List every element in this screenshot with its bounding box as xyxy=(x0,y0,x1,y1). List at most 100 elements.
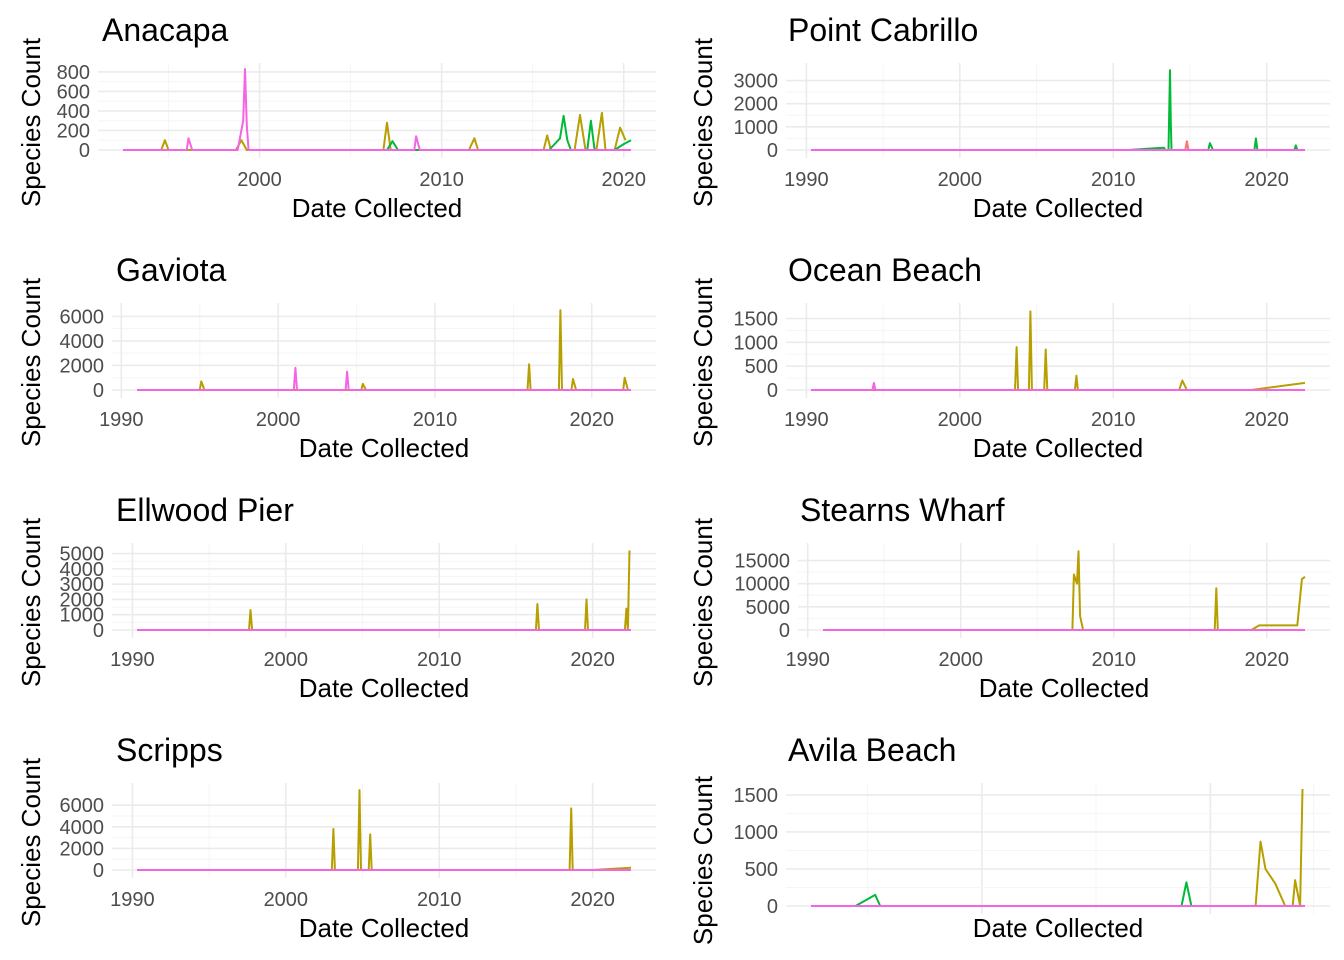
y-tick-label: 1000 xyxy=(60,605,105,627)
x-tick-label: 1990 xyxy=(110,889,155,911)
x-tick-label: 1990 xyxy=(99,409,144,431)
y-tick-label: 1500 xyxy=(734,309,779,331)
x-tick-label: 2000 xyxy=(938,409,983,431)
y-tick-label: 2000 xyxy=(60,589,105,611)
x-tick-label: 2010 xyxy=(1091,169,1136,191)
x-axis-label: Date Collected xyxy=(973,433,1144,463)
panel-title: Gaviota xyxy=(116,252,226,288)
x-tick-label: 2010 xyxy=(1091,649,1136,671)
y-axis-label: Species Count xyxy=(688,277,718,447)
x-tick-label: 2000 xyxy=(264,649,309,671)
y-tick-label: 500 xyxy=(745,356,778,378)
y-tick-label: 5000 xyxy=(746,597,791,619)
x-axis-label: Date Collected xyxy=(299,913,470,943)
series-line-3 xyxy=(123,68,631,151)
y-tick-label: 10000 xyxy=(734,574,790,596)
y-tick-label: 500 xyxy=(745,859,778,881)
x-tick-label: 2020 xyxy=(1244,169,1289,191)
y-axis-label: Species Count xyxy=(688,775,718,945)
y-tick-label: 15000 xyxy=(734,551,790,573)
x-axis-label: Date Collected xyxy=(292,193,463,223)
series-line-1 xyxy=(1221,788,1304,907)
x-tick-label: 2020 xyxy=(1244,409,1289,431)
y-tick-label: 4000 xyxy=(60,817,105,839)
x-axis-label: Date Collected xyxy=(299,433,470,463)
y-tick-label: 1000 xyxy=(734,822,779,844)
panel-title: Ocean Beach xyxy=(788,252,982,288)
y-tick-label: 3000 xyxy=(734,71,779,93)
y-tick-label: 1000 xyxy=(734,117,779,139)
y-tick-label: 0 xyxy=(779,620,790,642)
panel-title: Stearns Wharf xyxy=(800,492,1005,528)
panel-avila-beach: 0 500 1000 1500 Avila Beach Date Collected Spe… xyxy=(688,732,1330,945)
x-tick-label: 1990 xyxy=(784,169,829,191)
x-axis-label: Date Collected xyxy=(973,913,1144,943)
gridlines xyxy=(798,543,1330,638)
series-line-1 xyxy=(123,111,627,151)
y-tick-label: 400 xyxy=(57,101,90,123)
panel-title: Point Cabrillo xyxy=(788,12,978,48)
y-axis-label: Species Count xyxy=(16,757,46,927)
x-tick-label: 2000 xyxy=(256,409,301,431)
x-tick-label: 2000 xyxy=(264,889,309,911)
y-tick-label: 6000 xyxy=(60,795,105,817)
y-tick-label: 1000 xyxy=(734,332,779,354)
y-tick-label: 0 xyxy=(767,896,778,918)
x-tick-label: 2020 xyxy=(570,649,615,671)
y-tick-label: 800 xyxy=(57,62,90,84)
x-axis-label: Date Collected xyxy=(979,673,1150,703)
y-tick-label: 0 xyxy=(93,860,104,882)
x-tick-label: 2020 xyxy=(1244,649,1289,671)
x-tick-label: 1990 xyxy=(110,649,155,671)
y-tick-label: 4000 xyxy=(60,559,105,581)
x-tick-label: 2010 xyxy=(413,409,458,431)
x-tick-label: 2010 xyxy=(417,649,462,671)
panel-title: Avila Beach xyxy=(788,732,956,768)
gridlines xyxy=(786,63,1330,158)
series-line-2 xyxy=(137,366,631,391)
y-tick-label: 1500 xyxy=(734,785,779,807)
panel-title: Anacapa xyxy=(102,12,229,48)
y-tick-label: 6000 xyxy=(60,306,105,328)
y-axis-label: Species Count xyxy=(688,517,718,687)
x-tick-label: 2020 xyxy=(570,889,615,911)
x-tick-label: 1990 xyxy=(785,649,830,671)
gridlines xyxy=(112,783,656,878)
x-tick-label: 2010 xyxy=(417,889,462,911)
y-tick-label: 0 xyxy=(79,140,90,162)
x-tick-label: 2010 xyxy=(1091,409,1136,431)
panel-title: Scripps xyxy=(116,732,223,768)
y-axis-label: Species Count xyxy=(16,517,46,687)
y-tick-label: 0 xyxy=(767,380,778,402)
x-tick-label: 2000 xyxy=(938,169,983,191)
x-tick-label: 1990 xyxy=(784,409,829,431)
y-tick-label: 2000 xyxy=(60,355,105,377)
y-tick-label: 600 xyxy=(57,81,90,103)
series-line-1 xyxy=(137,550,631,631)
series-line-1 xyxy=(811,310,1306,391)
series-line-1 xyxy=(137,789,632,871)
x-tick-label: 2010 xyxy=(419,169,464,191)
x-axis-label: Date Collected xyxy=(299,673,470,703)
y-axis-label: Species Count xyxy=(688,37,718,207)
y-tick-label: 5000 xyxy=(60,544,105,566)
y-tick-label: 200 xyxy=(57,120,90,142)
gridlines xyxy=(112,303,656,398)
gridlines xyxy=(112,543,656,638)
x-tick-label: 2020 xyxy=(601,169,646,191)
y-tick-label: 2000 xyxy=(60,838,105,860)
x-tick-label: 2000 xyxy=(938,649,983,671)
y-tick-label: 0 xyxy=(93,380,104,402)
x-axis-label: Date Collected xyxy=(973,193,1144,223)
y-tick-label: 3000 xyxy=(60,574,105,596)
y-tick-label: 0 xyxy=(767,140,778,162)
series-line-2 xyxy=(811,381,1305,391)
